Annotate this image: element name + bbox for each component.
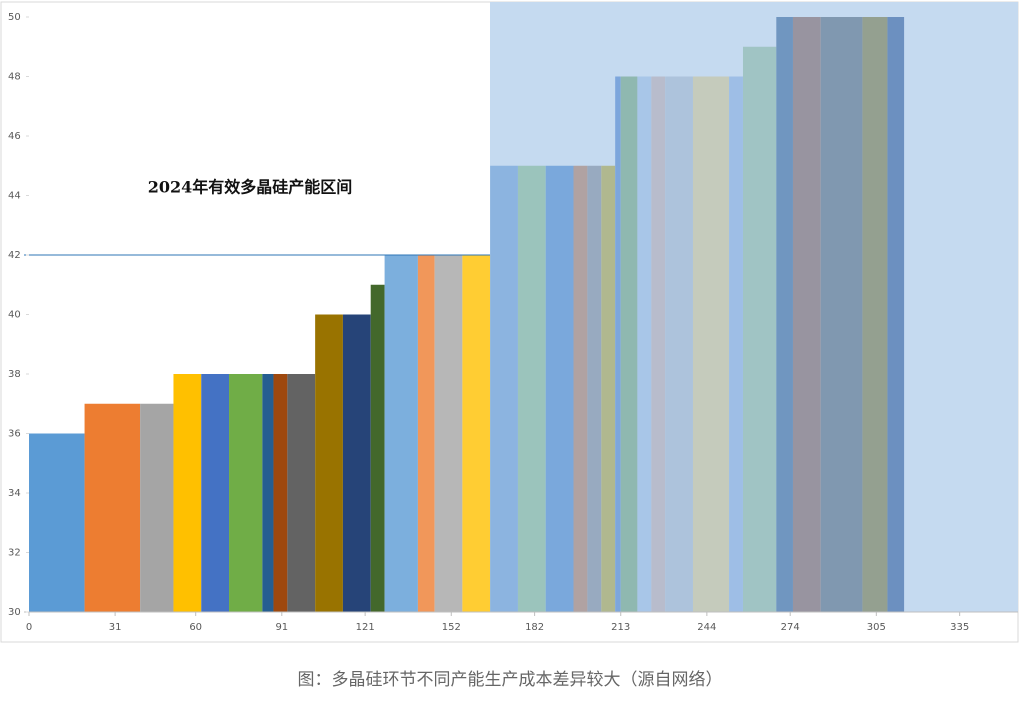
bar [792,17,821,612]
bar [517,165,546,612]
bar [862,17,888,612]
bar [434,255,463,612]
x-tick-label: 182 [525,622,544,633]
bar [287,374,316,612]
annotation: 2024年有效多晶硅产能区间 [148,178,353,197]
bar [173,374,202,612]
plot-area: 30 32 34 36 38 40 42 44 46 48 50 0 31 60 91 121 152 182 21… [8,12,1018,633]
bar [729,76,743,612]
x-tick-label: 91 [275,622,288,633]
x-tick-label: 60 [189,622,202,633]
bar [342,314,371,612]
bar [665,76,693,612]
bar [615,76,621,612]
y-tick-label: 36 [8,429,21,440]
caption: 图：多晶硅环节不同产能生产成本差异较大（源自网络） [298,670,723,690]
bar [370,284,385,612]
y-tick-label: 40 [8,310,21,321]
bar [545,165,574,612]
bar [490,165,518,612]
x-tick-label: 213 [611,622,630,633]
y-tick-label: 44 [8,191,21,202]
bar [742,46,777,612]
bar [637,76,652,612]
bar [887,17,905,612]
x-tick-label: 121 [356,622,375,633]
bar [273,374,288,612]
y-tick-label: 48 [8,72,21,83]
x-tick-label: 152 [442,622,461,633]
y-tick-label: 34 [8,488,21,499]
x-tick-label: 0 [26,622,32,633]
y-tick-label: 38 [8,369,21,380]
y-tick-label: 42 [8,250,21,261]
x-tick-label: 244 [697,622,716,633]
bar [417,255,435,612]
y-tick-label: 30 [8,607,21,618]
bar [262,374,274,612]
bar [601,165,616,612]
bar [140,403,174,612]
bar [820,17,863,612]
bar [573,165,588,612]
bar [692,76,730,612]
y-tick-label: 46 [8,131,21,142]
x-tick-label: 274 [781,622,800,633]
bar [384,255,418,612]
bar [229,374,263,612]
x-tick-label: 335 [950,622,969,633]
x-tick-label: 305 [867,622,886,633]
bar [29,433,85,612]
bar [84,403,141,612]
bar [620,76,638,612]
y-tick-label: 32 [8,548,21,559]
bar [651,76,666,612]
bar [776,17,793,612]
y-tick-label: 50 [8,12,21,23]
bar [201,374,230,612]
x-tick-label: 31 [109,622,122,633]
bar [462,255,491,612]
bar [315,314,343,612]
bar [587,165,602,612]
